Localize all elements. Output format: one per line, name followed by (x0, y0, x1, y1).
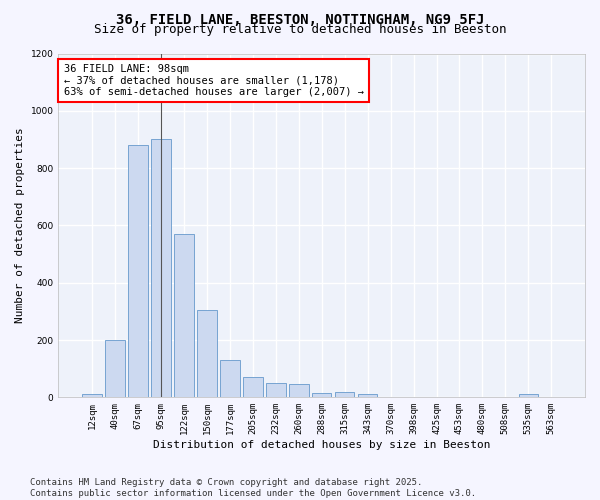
Bar (82, 394, 102, 398)
Bar (220, 360, 239, 398)
Text: Size of property relative to detached houses in Beeston: Size of property relative to detached ho… (94, 22, 506, 36)
Text: 36 FIELD LANE: 98sqm
← 37% of detached houses are smaller (1,178)
63% of semi-de: 36 FIELD LANE: 98sqm ← 37% of detached h… (64, 64, 364, 97)
Bar (151, 140, 171, 398)
Bar (289, 384, 308, 398)
Bar (518, 394, 538, 398)
Text: 36, FIELD LANE, BEESTON, NOTTINGHAM, NG9 5FJ: 36, FIELD LANE, BEESTON, NOTTINGHAM, NG9… (116, 12, 484, 26)
Bar (174, 234, 194, 398)
Bar (312, 393, 331, 398)
Bar (266, 383, 286, 398)
Bar (128, 145, 148, 398)
Bar (335, 392, 355, 398)
Bar (358, 394, 377, 398)
X-axis label: Distribution of detached houses by size in Beeston: Distribution of detached houses by size … (153, 440, 490, 450)
Bar (106, 340, 125, 398)
Y-axis label: Number of detached properties: Number of detached properties (15, 128, 25, 324)
Bar (243, 378, 263, 398)
Bar (197, 310, 217, 398)
Text: Contains HM Land Registry data © Crown copyright and database right 2025.
Contai: Contains HM Land Registry data © Crown c… (30, 478, 476, 498)
